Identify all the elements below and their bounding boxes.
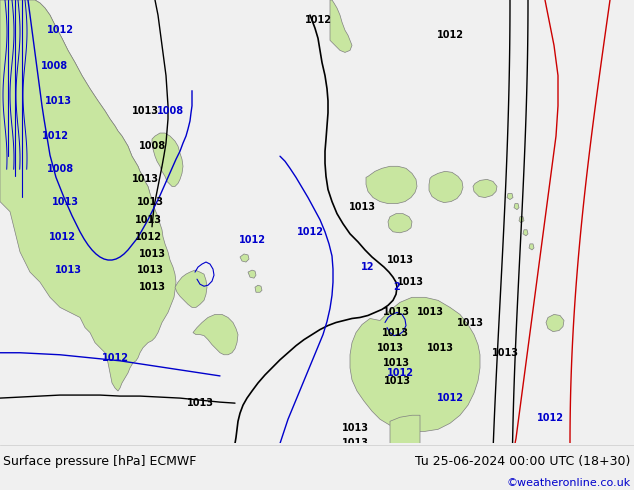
Polygon shape [193, 315, 238, 355]
Text: ©weatheronline.co.uk: ©weatheronline.co.uk [507, 478, 631, 488]
Text: 1012: 1012 [134, 232, 162, 242]
Polygon shape [248, 270, 256, 278]
Polygon shape [388, 214, 412, 233]
Text: 1013: 1013 [396, 277, 424, 287]
Text: 1013: 1013 [417, 307, 444, 318]
Text: 1012: 1012 [101, 353, 129, 363]
Text: 1012: 1012 [304, 15, 332, 25]
Text: 1012: 1012 [46, 25, 74, 35]
Text: 1012: 1012 [536, 413, 564, 423]
Text: 1013: 1013 [387, 255, 413, 265]
Text: 1013: 1013 [134, 215, 162, 225]
Text: 1008: 1008 [138, 141, 165, 151]
Polygon shape [473, 179, 497, 197]
Polygon shape [0, 0, 150, 194]
Text: 1012: 1012 [41, 131, 68, 141]
Polygon shape [175, 270, 207, 307]
Text: 1013: 1013 [384, 376, 410, 386]
Text: 1013: 1013 [342, 439, 368, 448]
Text: 1013: 1013 [342, 423, 368, 433]
Text: 1013: 1013 [51, 196, 79, 207]
Polygon shape [152, 133, 183, 187]
Text: 1012: 1012 [297, 227, 323, 237]
Polygon shape [390, 415, 420, 443]
Text: 1013: 1013 [382, 328, 408, 338]
Text: 1013: 1013 [138, 249, 165, 259]
Polygon shape [519, 217, 524, 223]
Text: 1008: 1008 [157, 106, 184, 116]
Text: 1013: 1013 [55, 265, 82, 275]
Text: 1013: 1013 [131, 174, 158, 184]
Text: 1013: 1013 [136, 196, 164, 207]
Text: 12: 12 [361, 262, 375, 272]
Text: 1013: 1013 [349, 201, 375, 212]
Text: 1013: 1013 [131, 106, 158, 116]
Polygon shape [366, 166, 417, 203]
Text: 1012: 1012 [238, 235, 266, 245]
Polygon shape [546, 315, 564, 332]
Text: 1013: 1013 [491, 348, 519, 358]
Polygon shape [255, 285, 262, 292]
Text: 1008: 1008 [41, 60, 68, 71]
Text: Tu 25-06-2024 00:00 UTC (18+30): Tu 25-06-2024 00:00 UTC (18+30) [415, 455, 631, 467]
Text: 1012: 1012 [387, 368, 413, 378]
Text: 1008: 1008 [46, 164, 74, 174]
Text: 1013: 1013 [427, 343, 453, 353]
Text: 1012: 1012 [436, 30, 463, 40]
Text: 1013: 1013 [136, 265, 164, 275]
Polygon shape [523, 230, 528, 236]
Text: 1013: 1013 [138, 282, 165, 292]
Polygon shape [514, 203, 519, 210]
Polygon shape [350, 297, 480, 431]
Text: 1013: 1013 [44, 96, 72, 106]
Text: 1012: 1012 [48, 232, 75, 242]
Polygon shape [0, 0, 176, 391]
Text: 1013: 1013 [456, 318, 484, 327]
Polygon shape [330, 0, 352, 52]
Polygon shape [529, 244, 534, 250]
Text: Surface pressure [hPa] ECMWF: Surface pressure [hPa] ECMWF [3, 455, 197, 467]
Polygon shape [507, 194, 513, 199]
Text: 1013: 1013 [186, 398, 214, 408]
Polygon shape [429, 172, 463, 202]
Text: 1012: 1012 [436, 393, 463, 403]
Text: 1013: 1013 [377, 343, 403, 353]
Polygon shape [240, 254, 249, 262]
Text: 1013: 1013 [382, 307, 410, 318]
Text: 1013: 1013 [382, 358, 410, 368]
Text: 2: 2 [394, 282, 401, 292]
